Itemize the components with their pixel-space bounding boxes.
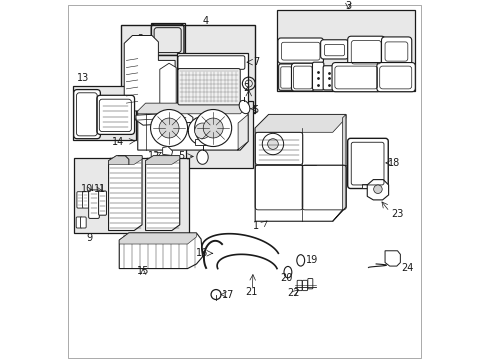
Polygon shape bbox=[124, 36, 175, 111]
Polygon shape bbox=[255, 114, 345, 221]
Text: 21: 21 bbox=[245, 287, 257, 297]
FancyBboxPatch shape bbox=[99, 191, 106, 215]
Text: 1: 1 bbox=[252, 221, 259, 231]
Polygon shape bbox=[108, 156, 142, 164]
Bar bbox=[121, 25, 255, 113]
Text: 8: 8 bbox=[203, 101, 209, 111]
Circle shape bbox=[267, 139, 278, 149]
FancyBboxPatch shape bbox=[74, 90, 100, 139]
Text: 23: 23 bbox=[390, 209, 403, 219]
Polygon shape bbox=[163, 147, 172, 156]
Polygon shape bbox=[384, 251, 400, 266]
Text: 22: 22 bbox=[287, 288, 299, 298]
Polygon shape bbox=[119, 233, 202, 269]
Text: 12: 12 bbox=[147, 151, 160, 161]
FancyBboxPatch shape bbox=[376, 63, 414, 92]
FancyBboxPatch shape bbox=[76, 217, 81, 228]
FancyBboxPatch shape bbox=[178, 56, 244, 69]
FancyBboxPatch shape bbox=[331, 63, 380, 92]
Text: 11: 11 bbox=[94, 184, 106, 194]
Polygon shape bbox=[255, 114, 345, 132]
Text: 7: 7 bbox=[253, 57, 259, 67]
FancyBboxPatch shape bbox=[307, 279, 312, 289]
Polygon shape bbox=[136, 112, 192, 125]
FancyBboxPatch shape bbox=[347, 36, 384, 68]
Text: 2: 2 bbox=[243, 83, 248, 93]
Ellipse shape bbox=[284, 266, 291, 278]
Text: 18: 18 bbox=[387, 158, 399, 168]
Text: 2: 2 bbox=[178, 127, 184, 136]
FancyBboxPatch shape bbox=[302, 280, 307, 291]
FancyBboxPatch shape bbox=[97, 95, 134, 134]
Text: 4: 4 bbox=[202, 15, 208, 26]
FancyBboxPatch shape bbox=[320, 40, 347, 59]
FancyBboxPatch shape bbox=[281, 42, 319, 60]
Text: 14: 14 bbox=[112, 137, 124, 147]
FancyBboxPatch shape bbox=[323, 66, 334, 90]
Bar bbox=[73, 86, 136, 140]
Text: 6: 6 bbox=[124, 114, 130, 124]
Text: 17: 17 bbox=[222, 289, 234, 300]
Text: 15: 15 bbox=[137, 266, 149, 276]
Circle shape bbox=[373, 185, 382, 193]
Polygon shape bbox=[119, 233, 196, 244]
Bar bbox=[177, 53, 247, 107]
FancyBboxPatch shape bbox=[312, 62, 323, 90]
FancyBboxPatch shape bbox=[81, 217, 86, 228]
Circle shape bbox=[159, 118, 179, 138]
Polygon shape bbox=[145, 156, 180, 230]
Polygon shape bbox=[194, 139, 210, 145]
Bar bbox=[277, 9, 414, 91]
Text: 3: 3 bbox=[137, 34, 143, 44]
FancyBboxPatch shape bbox=[88, 190, 99, 219]
FancyBboxPatch shape bbox=[381, 37, 411, 65]
Circle shape bbox=[211, 289, 221, 300]
Text: 10: 10 bbox=[81, 184, 93, 194]
Text: 9: 9 bbox=[86, 233, 93, 243]
Text: 13: 13 bbox=[77, 73, 89, 83]
FancyBboxPatch shape bbox=[77, 192, 83, 208]
Polygon shape bbox=[366, 180, 388, 200]
Text: 5: 5 bbox=[252, 105, 258, 115]
FancyBboxPatch shape bbox=[291, 63, 314, 91]
FancyBboxPatch shape bbox=[82, 192, 89, 208]
Circle shape bbox=[150, 109, 187, 147]
FancyBboxPatch shape bbox=[347, 138, 387, 189]
Polygon shape bbox=[237, 114, 247, 150]
FancyBboxPatch shape bbox=[297, 280, 302, 291]
Polygon shape bbox=[160, 63, 176, 111]
Polygon shape bbox=[138, 103, 247, 114]
Text: 5: 5 bbox=[178, 152, 184, 162]
Circle shape bbox=[194, 123, 210, 139]
Polygon shape bbox=[145, 156, 180, 164]
Bar bbox=[151, 23, 184, 55]
Polygon shape bbox=[108, 156, 142, 230]
Polygon shape bbox=[239, 100, 249, 114]
Text: 3: 3 bbox=[345, 1, 351, 11]
Circle shape bbox=[203, 118, 223, 138]
Bar bbox=[361, 184, 372, 188]
Circle shape bbox=[194, 109, 231, 147]
Bar bbox=[185, 101, 253, 168]
Bar bbox=[74, 158, 188, 233]
Polygon shape bbox=[138, 103, 247, 150]
FancyBboxPatch shape bbox=[278, 64, 293, 90]
Text: 24: 24 bbox=[400, 262, 412, 273]
FancyBboxPatch shape bbox=[277, 38, 323, 63]
Circle shape bbox=[262, 133, 283, 155]
Text: 20: 20 bbox=[280, 273, 292, 283]
Ellipse shape bbox=[296, 255, 304, 266]
Polygon shape bbox=[332, 114, 345, 221]
Circle shape bbox=[188, 117, 216, 145]
Text: 19: 19 bbox=[305, 255, 317, 265]
FancyBboxPatch shape bbox=[178, 69, 240, 105]
Polygon shape bbox=[197, 150, 208, 164]
Text: 16: 16 bbox=[196, 248, 208, 258]
